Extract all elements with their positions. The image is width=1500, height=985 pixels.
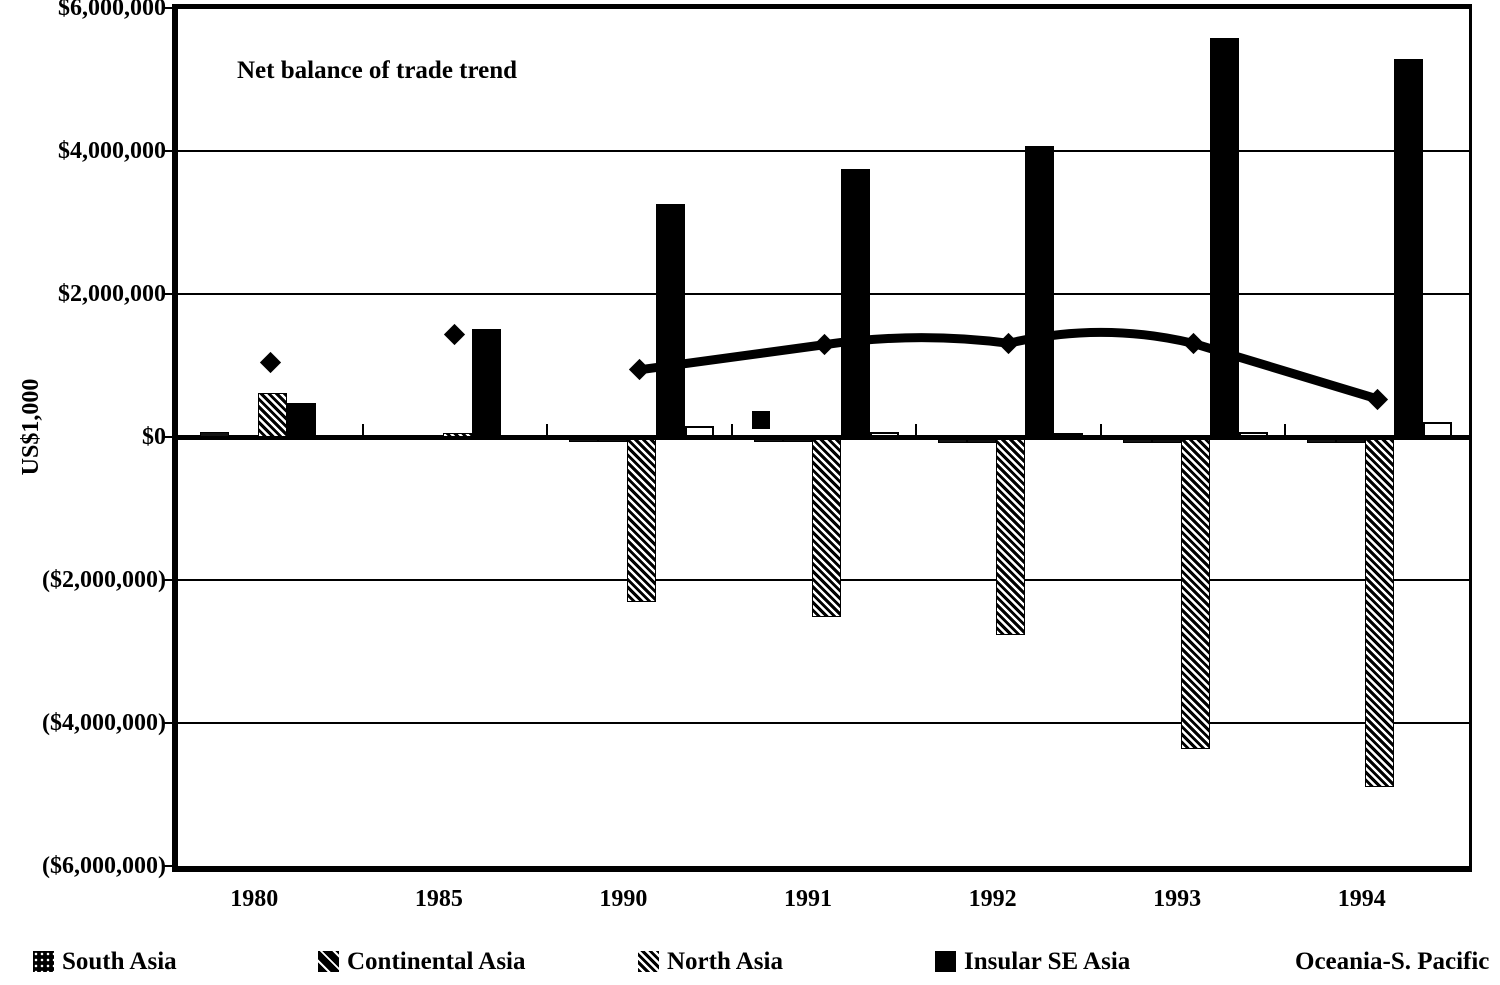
y-tick-label: $2,000,000: [58, 281, 166, 307]
trend-marker-1991: [813, 334, 835, 356]
bar-insular-se-asia-1992: [1025, 145, 1055, 437]
y-tick-label: $4,000,000: [58, 138, 166, 164]
legend-item-oceania-s-pacific: Oceania-S. Pacific: [1266, 948, 1489, 976]
x-tick-mark: [730, 424, 733, 437]
legend-label: North Asia: [667, 948, 783, 975]
y-tick-mark: [164, 579, 173, 581]
bar-oceania-s-pacific-1990: [685, 426, 715, 437]
bar-oceania-s-pacific-1991: [869, 431, 899, 437]
bar-north-asia-1993: [1180, 439, 1210, 749]
y-tick-label: $0: [142, 424, 166, 450]
bar-insular-se-asia-1991: [840, 168, 870, 437]
bar-south-asia-1990: [569, 439, 599, 442]
x-tick-mark: [915, 424, 918, 437]
bar-continental-asia-1992: [967, 439, 997, 443]
y-tick-mark: [164, 293, 173, 295]
bar-insular-se-asia-1980: [287, 403, 316, 437]
bar-north-asia-1985: [442, 432, 472, 437]
x-tick-mark: [1284, 424, 1287, 437]
trend-marker-1993: [1182, 332, 1204, 354]
bar-continental-asia-1985: [413, 435, 443, 437]
x-category-label: 1992: [968, 886, 1017, 912]
x-category-label: 1980: [230, 886, 279, 912]
y-tick-mark: [164, 436, 173, 438]
bar-oceania-s-pacific-1994: [1423, 421, 1453, 437]
trend-marker-1994: [1367, 388, 1389, 410]
trend-marker-1980: [259, 352, 281, 374]
chart-title: Net balance of trade trend: [237, 57, 518, 84]
trend-marker-1985: [444, 324, 466, 346]
bar-south-asia-1994: [1307, 439, 1337, 443]
x-category-label: 1991: [784, 886, 832, 912]
x-tick-mark: [361, 424, 364, 437]
y-tick-mark: [164, 722, 173, 724]
legend-label: Insular SE Asia: [964, 948, 1131, 975]
x-category-label: 1994: [1337, 886, 1386, 912]
y-tick-label: $6,000,000: [58, 0, 166, 21]
bar-continental-asia-1980: [229, 435, 258, 437]
bar-oceania-s-pacific-1992: [1054, 432, 1084, 437]
trend-marker-1992: [997, 332, 1020, 354]
y-tick-label: ($4,000,000): [42, 710, 166, 736]
bar-oceania-s-pacific-1993: [1238, 431, 1268, 437]
bar-continental-asia-1991: [782, 439, 812, 442]
isolated-square-marker: [751, 410, 770, 429]
x-category-label: 1993: [1153, 886, 1202, 912]
y-tick-mark: [164, 7, 173, 9]
bar-insular-se-asia-1990: [656, 203, 686, 437]
y-tick-mark: [164, 150, 173, 152]
bar-north-asia-1994: [1365, 439, 1395, 788]
plot-top-border: [172, 4, 1472, 9]
bar-north-asia-1980: [258, 393, 287, 437]
x-category-label: 1985: [414, 886, 463, 912]
bar-north-asia-1992: [996, 439, 1026, 635]
bar-south-asia-1980: [200, 431, 229, 437]
bar-north-asia-1990: [627, 439, 657, 603]
y-tick-mark: [164, 865, 173, 867]
legend-swatch-icon: [33, 951, 54, 972]
y-axis-line: [172, 8, 178, 870]
legend-label: Oceania-S. Pacific: [1295, 948, 1490, 975]
y-tick-label: ($2,000,000): [42, 567, 166, 593]
bar-south-asia-1985: [384, 435, 414, 437]
plot-right-border: [1469, 8, 1472, 866]
legend-item-insular-se-asia: Insular SE Asia: [935, 948, 1130, 976]
legend-item-south-asia: South Asia: [33, 948, 177, 976]
bar-insular-se-asia-1985: [471, 329, 501, 437]
bar-north-asia-1991: [811, 439, 841, 618]
bar-continental-asia-1990: [598, 439, 628, 442]
legend-item-north-asia: North Asia: [638, 948, 783, 976]
legend-swatch-icon: [1266, 951, 1287, 972]
bar-insular-se-asia-1994: [1394, 58, 1424, 437]
trend-marker-1990: [628, 359, 651, 381]
bar-insular-se-asia-1993: [1209, 38, 1239, 437]
x-category-label: 1990: [599, 886, 648, 912]
legend-swatch-icon: [318, 951, 339, 972]
legend-label: Continental Asia: [347, 948, 526, 975]
x-tick-mark: [1099, 424, 1102, 437]
legend-label: South Asia: [62, 948, 177, 975]
bar-south-asia-1993: [1122, 439, 1152, 443]
bar-south-asia-1992: [938, 439, 968, 443]
gridline: [178, 150, 1470, 152]
legend-item-continental-asia: Continental Asia: [318, 948, 526, 976]
y-tick-label: ($6,000,000): [42, 853, 166, 879]
bar-continental-asia-1993: [1151, 439, 1181, 444]
gridline: [178, 293, 1470, 295]
zero-axis-line: [178, 434, 1470, 440]
bar-continental-asia-1994: [1336, 439, 1366, 444]
x-tick-mark: [546, 424, 549, 437]
bar-south-asia-1991: [753, 439, 783, 442]
legend-swatch-icon: [935, 951, 956, 972]
x-axis-line: [172, 866, 1472, 872]
gridline: [178, 722, 1470, 724]
legend-swatch-icon: [638, 951, 659, 972]
